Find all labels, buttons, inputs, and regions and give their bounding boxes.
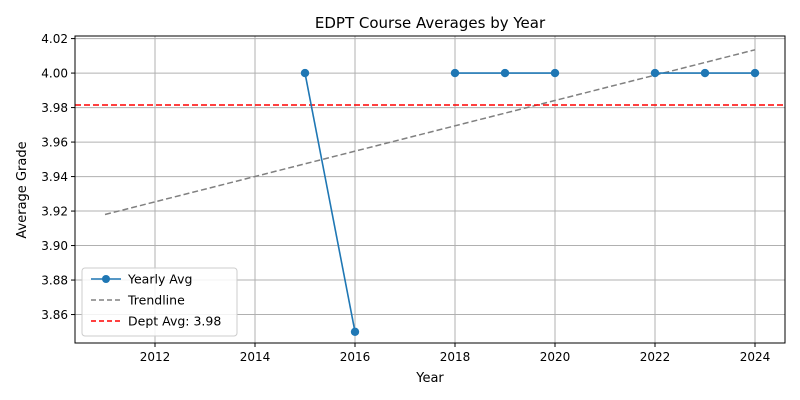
x-tick-label: 2022 (640, 350, 671, 364)
y-tick-label: 3.92 (41, 205, 68, 219)
x-tick-label: 2018 (440, 350, 471, 364)
x-tick-label: 2012 (140, 350, 171, 364)
legend: Yearly Avg Trendline Dept Avg: 3.98 (81, 267, 238, 337)
grid-lines (75, 36, 785, 343)
y-tick-label: 4.02 (41, 32, 68, 46)
yearly-avg-point (550, 68, 560, 78)
yearly-avg-point (750, 68, 760, 78)
y-tick-label: 4.00 (41, 67, 68, 81)
x-tick-label: 2016 (340, 350, 371, 364)
y-tick-label: 3.94 (41, 170, 68, 184)
x-axis-label: Year (415, 371, 444, 386)
legend-label-dept-avg: Dept Avg: 3.98 (128, 314, 221, 329)
yearly-avg-point (500, 68, 510, 78)
legend-label-yearly-avg: Yearly Avg (127, 272, 192, 287)
plot-frame (74, 35, 786, 344)
legend-label-trendline: Trendline (127, 293, 185, 308)
legend-box (81, 267, 238, 337)
y-tick-label: 3.98 (41, 101, 68, 115)
x-tick-label: 2014 (240, 350, 271, 364)
yearly-avg-point (700, 68, 710, 78)
yearly-avg-point (450, 68, 460, 78)
trendline (104, 49, 756, 216)
yearly-avg-point (350, 327, 360, 336)
y-axis-label: Average Grade (15, 141, 30, 238)
y-tick-label: 3.86 (41, 308, 68, 322)
axis-ticks: 2012 2014 2016 2018 2020 2022 2024 3.86 3.88 3.90… (41, 32, 770, 364)
chart-title: EDPT Course Averages by Year (315, 14, 546, 32)
x-tick-label: 2024 (740, 350, 771, 364)
x-tick-label: 2020 (540, 350, 571, 364)
series-layer (75, 49, 785, 336)
yearly-avg-line (304, 72, 356, 332)
yearly-avg-point (300, 68, 310, 78)
y-tick-label: 3.90 (41, 239, 68, 253)
y-tick-label: 3.88 (41, 274, 68, 288)
legend-marker-yearly-avg (102, 275, 110, 283)
yearly-avg-point (650, 68, 660, 78)
y-tick-label: 3.96 (41, 136, 68, 150)
